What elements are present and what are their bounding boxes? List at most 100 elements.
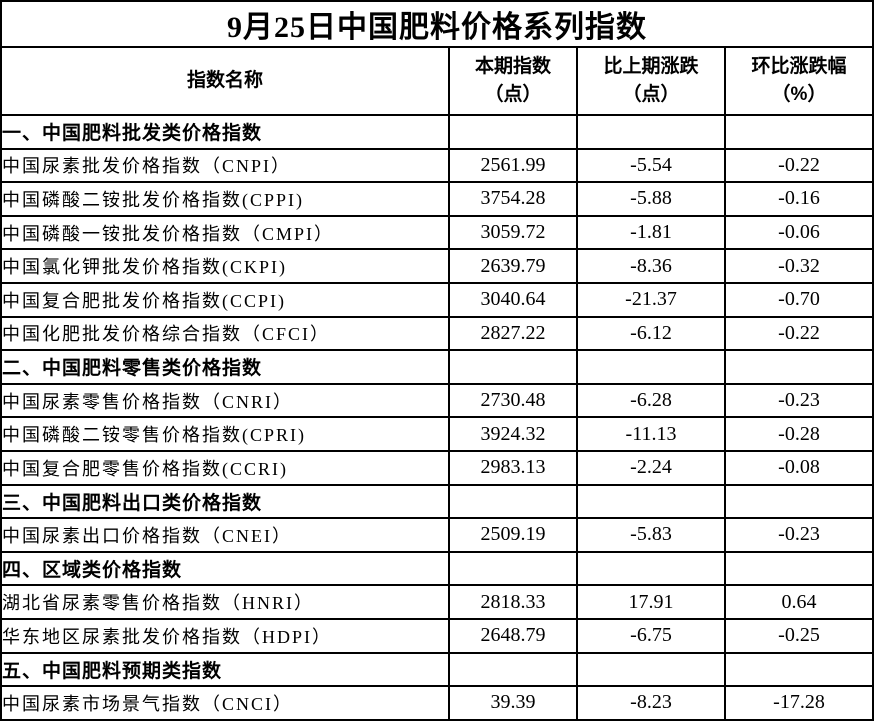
column-header-label: 指数名称 [186, 70, 263, 92]
pct-change-cell [724, 349, 874, 385]
section-row-wholesale: 一、中国肥料批发类价格指数 [0, 114, 874, 150]
change-cell: -21.37 [576, 281, 726, 318]
current-index-cell: 2648.79 [448, 617, 578, 654]
current-index-cell [448, 483, 578, 520]
section-row-retail: 二、中国肥料零售类价格指数 [0, 349, 874, 385]
column-header-label: 环比涨跌幅 [751, 56, 847, 78]
section-title: 五、中国肥料预期类指数 [0, 651, 450, 688]
index-name-cell: 中国尿素批发价格指数（CNPI） [0, 147, 450, 184]
change-cell: -6.28 [576, 382, 726, 419]
pct-change-cell: -0.22 [724, 315, 874, 352]
index-name-cell: 中国尿素零售价格指数（CNRI） [0, 382, 450, 419]
change-cell: -8.36 [576, 248, 726, 284]
change-cell: -5.83 [576, 517, 726, 553]
section-title: 一、中国肥料批发类价格指数 [0, 114, 450, 150]
column-header-change-vs-prev: 比上期涨跌 （点） [576, 46, 726, 116]
pct-change-cell [724, 114, 874, 150]
index-name-cell: 华东地区尿素批发价格指数（HDPI） [0, 617, 450, 654]
column-header-label: 本期指数 [474, 56, 551, 78]
pct-change-cell: -0.23 [724, 517, 874, 553]
change-cell [576, 651, 726, 688]
table-row-hnri: 湖北省尿素零售价格指数（HNRI） 2818.33 17.91 0.64 [0, 584, 874, 620]
section-title: 二、中国肥料零售类价格指数 [0, 349, 450, 385]
table-row-cpri: 中国磷酸二铵零售价格指数(CPRI) 3924.32 -11.13 -0.28 [0, 416, 874, 452]
table-row-cnci: 中国尿素市场景气指数（CNCI） 39.39 -8.23 -17.28 [0, 685, 874, 721]
current-index-cell [448, 114, 578, 150]
current-index-cell: 3754.28 [448, 181, 578, 217]
table-row-ccpi: 中国复合肥批发价格指数(CCPI) 3040.64 -21.37 -0.70 [0, 281, 874, 318]
pct-change-cell: -0.06 [724, 214, 874, 251]
index-name-cell: 中国磷酸二铵批发价格指数(CPPI) [0, 181, 450, 217]
change-cell: 17.91 [576, 584, 726, 620]
index-name-cell: 中国尿素市场景气指数（CNCI） [0, 685, 450, 721]
current-index-cell: 3059.72 [448, 214, 578, 251]
column-header-unit: （%） [771, 84, 827, 105]
column-header-current-index: 本期指数 （点） [448, 46, 578, 116]
section-row-export: 三、中国肥料出口类价格指数 [0, 483, 874, 520]
pct-change-cell: 0.64 [724, 584, 874, 620]
change-cell: -6.75 [576, 617, 726, 654]
change-cell [576, 550, 726, 587]
current-index-cell: 2730.48 [448, 382, 578, 419]
index-name-cell: 中国磷酸二铵零售价格指数(CPRI) [0, 416, 450, 452]
current-index-cell: 3924.32 [448, 416, 578, 452]
pct-change-cell: -0.08 [724, 449, 874, 486]
index-name-cell: 中国氯化钾批发价格指数(CKPI) [0, 248, 450, 284]
change-cell: -6.12 [576, 315, 726, 352]
page-title: 9月25日中国肥料价格系列指数 [0, 0, 874, 48]
current-index-cell: 2639.79 [448, 248, 578, 284]
table-row-cmpi: 中国磷酸一铵批发价格指数（CMPI） 3059.72 -1.81 -0.06 [0, 214, 874, 251]
column-header-index-name: 指数名称 [0, 46, 450, 116]
column-header-unit: （点） [622, 84, 680, 105]
change-cell [576, 114, 726, 150]
column-header-row: 指数名称 本期指数 （点） 比上期涨跌 （点） 环比涨跌幅 （%） [0, 46, 874, 116]
change-cell: -8.23 [576, 685, 726, 721]
column-header-unit: （点） [484, 84, 542, 105]
current-index-cell: 2827.22 [448, 315, 578, 352]
column-header-label: 比上期涨跌 [603, 56, 699, 78]
table-row-cnri: 中国尿素零售价格指数（CNRI） 2730.48 -6.28 -0.23 [0, 382, 874, 419]
section-row-regional: 四、区域类价格指数 [0, 550, 874, 587]
index-name-cell: 中国磷酸一铵批发价格指数（CMPI） [0, 214, 450, 251]
pct-change-cell: -0.28 [724, 416, 874, 452]
current-index-cell: 2818.33 [448, 584, 578, 620]
section-row-expectation: 五、中国肥料预期类指数 [0, 651, 874, 688]
section-title: 四、区域类价格指数 [0, 550, 450, 587]
section-title: 三、中国肥料出口类价格指数 [0, 483, 450, 520]
change-cell: -1.81 [576, 214, 726, 251]
pct-change-cell: -0.25 [724, 617, 874, 654]
change-cell [576, 483, 726, 520]
table-row-ckpi: 中国氯化钾批发价格指数(CKPI) 2639.79 -8.36 -0.32 [0, 248, 874, 284]
table-row-ccri: 中国复合肥零售价格指数(CCRI) 2983.13 -2.24 -0.08 [0, 449, 874, 486]
current-index-cell: 3040.64 [448, 281, 578, 318]
title-row: 9月25日中国肥料价格系列指数 [0, 0, 874, 48]
index-name-cell: 中国尿素出口价格指数（CNEI） [0, 517, 450, 553]
table-row-cnpi: 中国尿素批发价格指数（CNPI） 2561.99 -5.54 -0.22 [0, 147, 874, 184]
change-cell: -5.54 [576, 147, 726, 184]
current-index-cell [448, 651, 578, 688]
index-name-cell: 湖北省尿素零售价格指数（HNRI） [0, 584, 450, 620]
pct-change-cell [724, 550, 874, 587]
table-row-cnei: 中国尿素出口价格指数（CNEI） 2509.19 -5.83 -0.23 [0, 517, 874, 553]
current-index-cell: 2983.13 [448, 449, 578, 486]
pct-change-cell: -17.28 [724, 685, 874, 721]
pct-change-cell [724, 651, 874, 688]
table-row-cppi: 中国磷酸二铵批发价格指数(CPPI) 3754.28 -5.88 -0.16 [0, 181, 874, 217]
pct-change-cell: -0.32 [724, 248, 874, 284]
pct-change-cell: -0.16 [724, 181, 874, 217]
change-cell: -2.24 [576, 449, 726, 486]
table-row-cfci: 中国化肥批发价格综合指数（CFCI） 2827.22 -6.12 -0.22 [0, 315, 874, 352]
column-header-pct-change: 环比涨跌幅 （%） [724, 46, 874, 116]
pct-change-cell [724, 483, 874, 520]
pct-change-cell: -0.70 [724, 281, 874, 318]
change-cell: -5.88 [576, 181, 726, 217]
table-row-hdpi: 华东地区尿素批发价格指数（HDPI） 2648.79 -6.75 -0.25 [0, 617, 874, 654]
index-name-cell: 中国化肥批发价格综合指数（CFCI） [0, 315, 450, 352]
current-index-cell: 2561.99 [448, 147, 578, 184]
index-name-cell: 中国复合肥批发价格指数(CCPI) [0, 281, 450, 318]
change-cell [576, 349, 726, 385]
pct-change-cell: -0.22 [724, 147, 874, 184]
current-index-cell: 39.39 [448, 685, 578, 721]
change-cell: -11.13 [576, 416, 726, 452]
